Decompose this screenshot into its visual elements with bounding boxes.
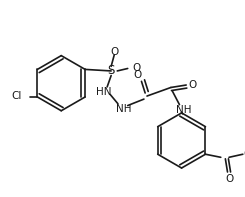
Text: O: O (189, 80, 197, 90)
Text: O: O (134, 70, 142, 80)
Text: Cl: Cl (12, 91, 22, 101)
Text: NH: NH (116, 104, 131, 114)
Text: S: S (108, 64, 115, 77)
Text: O: O (110, 47, 118, 57)
Text: NH: NH (176, 105, 192, 115)
Text: O: O (225, 174, 233, 184)
Text: HN: HN (96, 87, 112, 97)
Text: OH: OH (244, 149, 245, 159)
Text: O: O (133, 63, 141, 73)
